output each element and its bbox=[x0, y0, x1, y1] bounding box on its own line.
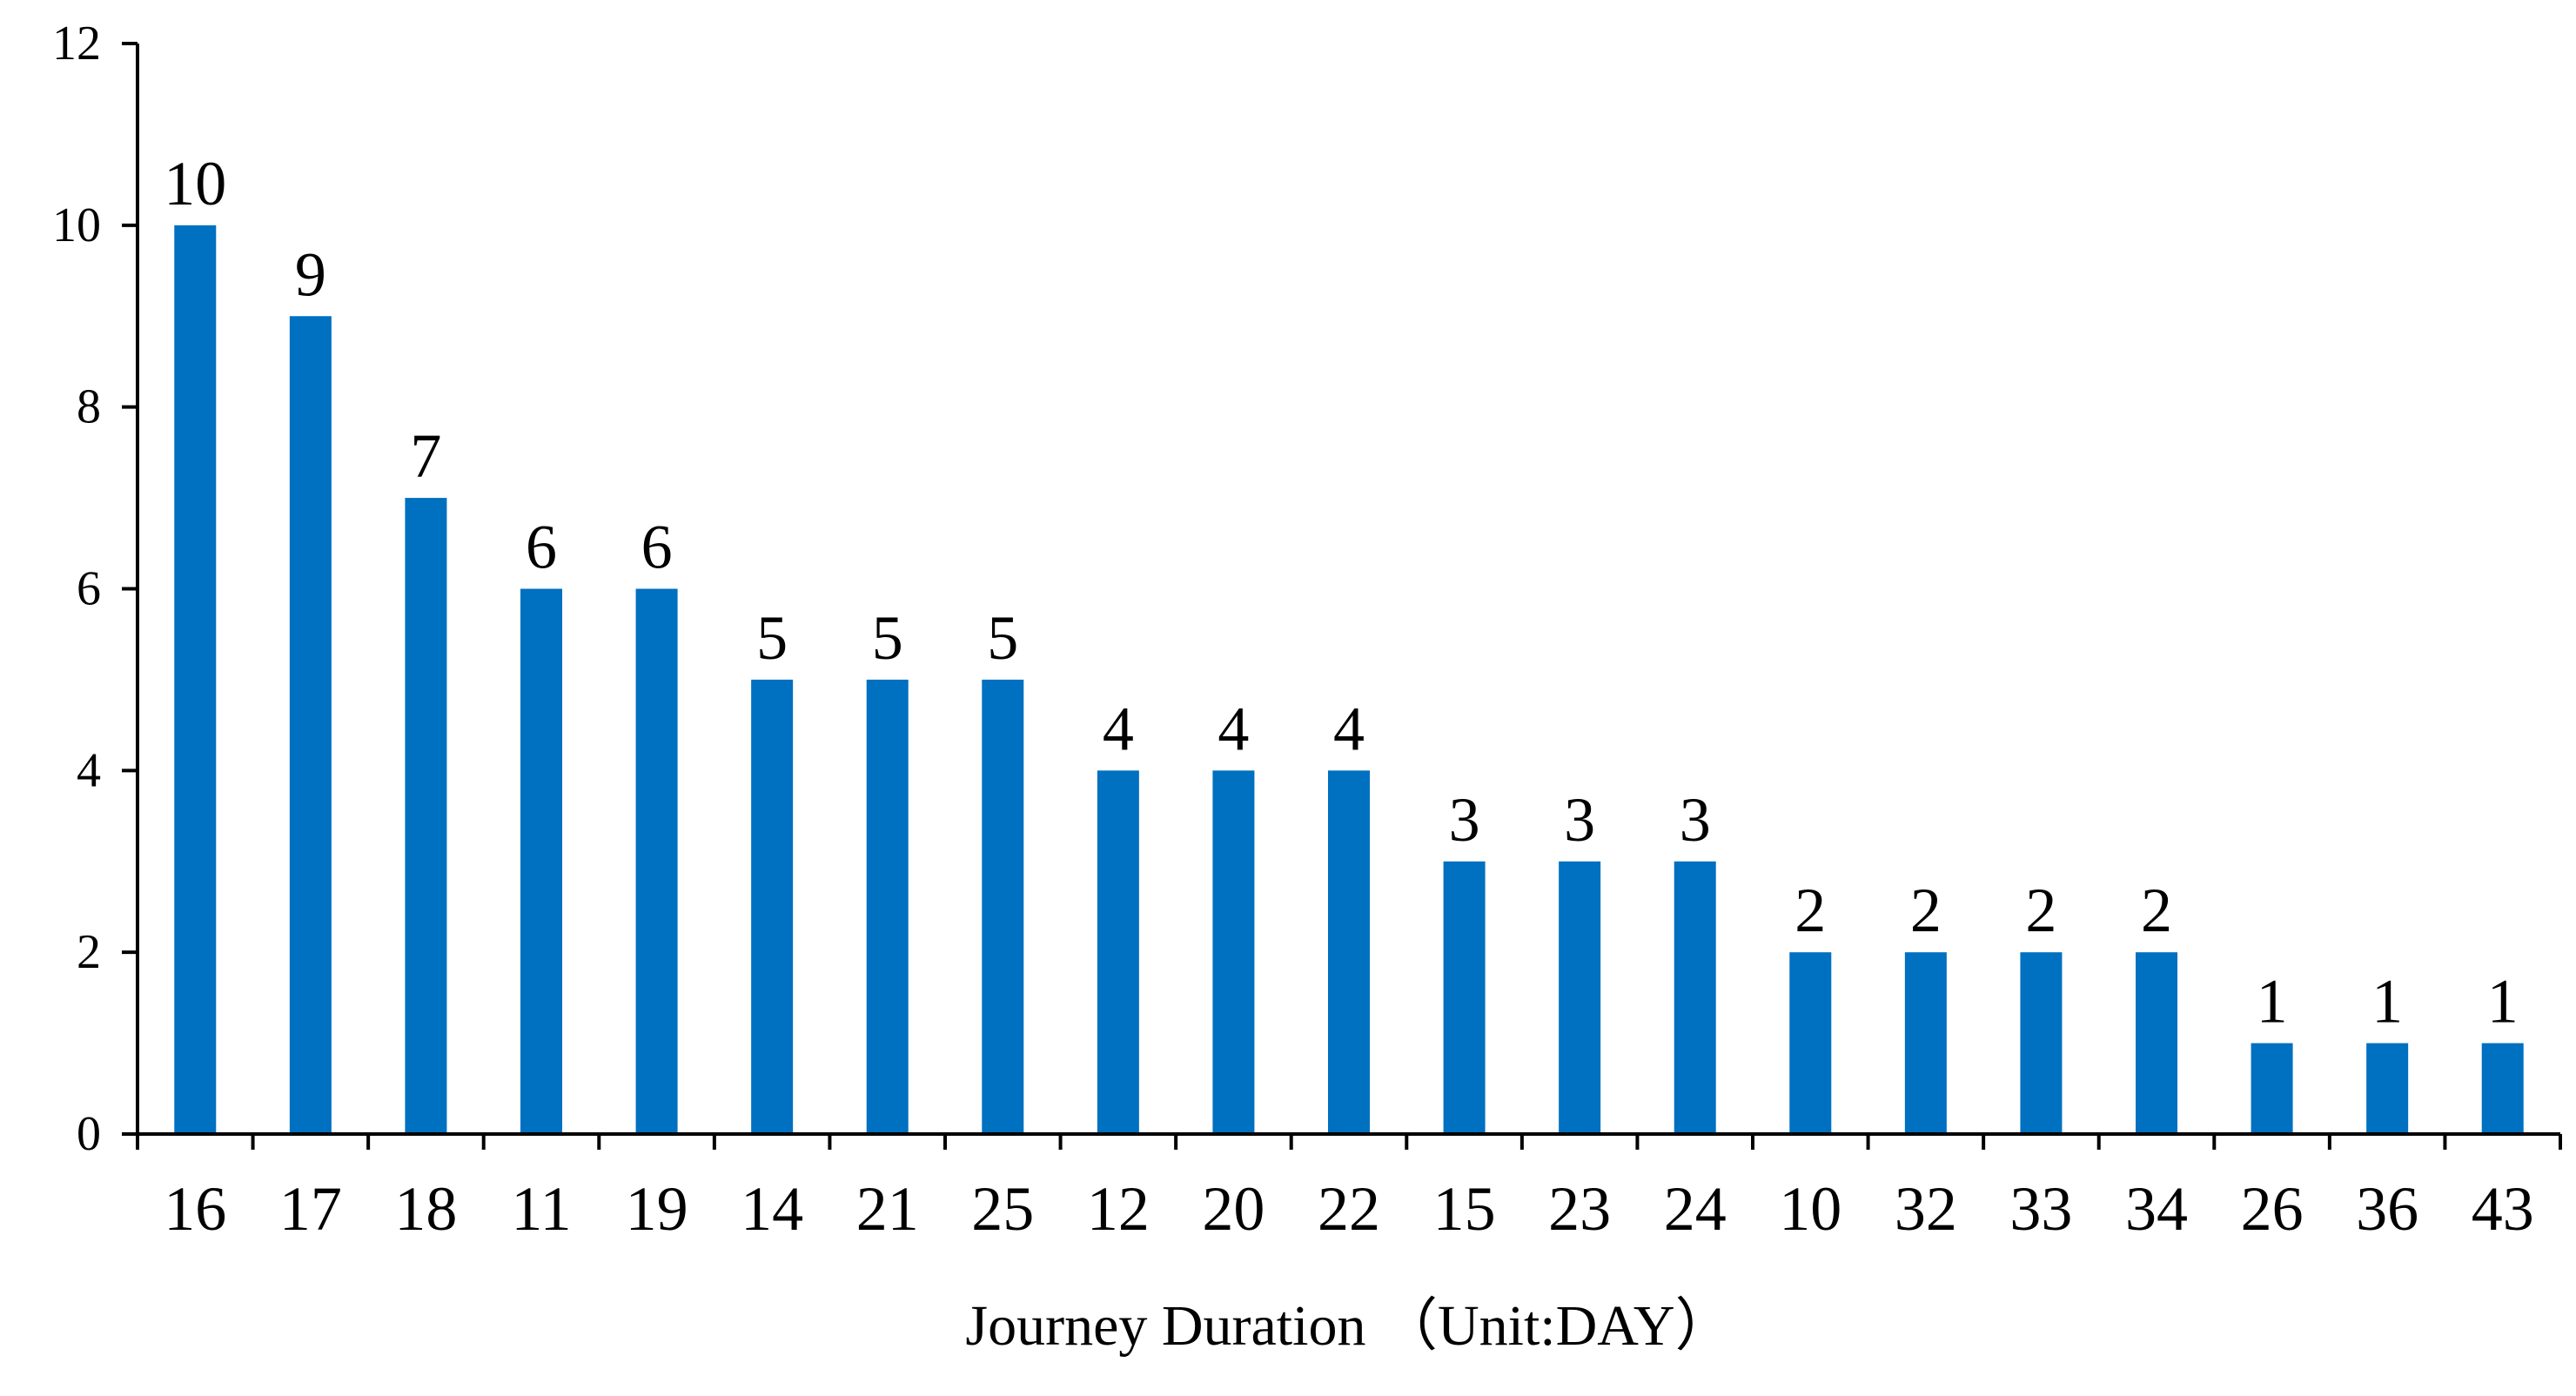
data-label: 2 bbox=[1910, 876, 1942, 945]
x-tick-label: 34 bbox=[2125, 1174, 2188, 1244]
bar bbox=[1559, 861, 1601, 1134]
data-label: 4 bbox=[1333, 694, 1365, 763]
data-label: 9 bbox=[295, 239, 326, 309]
y-tick-label: 2 bbox=[77, 925, 101, 979]
bar bbox=[405, 498, 447, 1134]
data-label: 1 bbox=[2487, 967, 2519, 1037]
x-tick-label: 24 bbox=[1664, 1174, 1727, 1244]
x-tick-label: 33 bbox=[2009, 1174, 2072, 1244]
bar bbox=[174, 225, 217, 1134]
bar bbox=[2020, 952, 2063, 1134]
y-tick-label: 10 bbox=[52, 198, 101, 252]
y-tick-label: 8 bbox=[77, 380, 101, 434]
data-label: 2 bbox=[2025, 876, 2056, 945]
bar bbox=[1212, 770, 1255, 1134]
x-tick-label: 32 bbox=[1895, 1174, 1957, 1244]
bar bbox=[1674, 861, 1716, 1134]
bar bbox=[2481, 1043, 2524, 1134]
labels-layer: 0246810121016917718611619514521525412420… bbox=[52, 17, 2534, 1244]
data-label: 2 bbox=[2141, 876, 2172, 945]
x-tick-label: 21 bbox=[856, 1174, 919, 1244]
data-label: 1 bbox=[2257, 967, 2288, 1037]
data-label: 6 bbox=[526, 513, 557, 582]
data-label: 4 bbox=[1218, 694, 1249, 763]
x-axis-title: Journey Duration （Unit:DAY） bbox=[965, 1294, 1732, 1358]
bars-layer bbox=[174, 225, 2524, 1134]
bar bbox=[866, 679, 909, 1134]
x-tick-label: 36 bbox=[2356, 1174, 2418, 1244]
bar bbox=[289, 316, 332, 1134]
x-tick-label: 43 bbox=[2472, 1174, 2534, 1244]
bar bbox=[1789, 952, 1832, 1134]
data-label: 2 bbox=[1794, 876, 1826, 945]
data-label: 1 bbox=[2371, 967, 2403, 1037]
x-tick-label: 22 bbox=[1318, 1174, 1380, 1244]
x-tick-label: 16 bbox=[164, 1174, 226, 1244]
x-tick-label: 17 bbox=[279, 1174, 342, 1244]
y-tick-label: 6 bbox=[77, 562, 101, 616]
y-tick-label: 4 bbox=[77, 743, 101, 797]
data-label: 10 bbox=[164, 149, 226, 218]
data-label: 5 bbox=[872, 603, 903, 673]
y-tick-label: 12 bbox=[52, 17, 101, 70]
data-label: 6 bbox=[641, 513, 673, 582]
bar bbox=[1904, 952, 1947, 1134]
bar bbox=[1443, 861, 1486, 1134]
x-tick-label: 18 bbox=[394, 1174, 457, 1244]
data-label: 3 bbox=[1449, 785, 1480, 855]
bar bbox=[1328, 770, 1370, 1134]
x-tick-label: 19 bbox=[626, 1174, 688, 1244]
bar bbox=[2136, 952, 2177, 1134]
bar bbox=[2366, 1043, 2409, 1134]
x-tick-label: 23 bbox=[1548, 1174, 1611, 1244]
x-tick-label: 14 bbox=[741, 1174, 803, 1244]
data-label: 3 bbox=[1680, 785, 1711, 855]
x-tick-label: 25 bbox=[971, 1174, 1034, 1244]
bar bbox=[751, 679, 794, 1134]
y-tick-label: 0 bbox=[77, 1107, 101, 1161]
x-tick-label: 15 bbox=[1433, 1174, 1496, 1244]
data-label: 4 bbox=[1103, 694, 1134, 763]
data-label: 7 bbox=[410, 421, 441, 491]
x-tick-label: 12 bbox=[1087, 1174, 1150, 1244]
data-label: 5 bbox=[987, 603, 1018, 673]
bar bbox=[635, 588, 678, 1134]
bar bbox=[982, 679, 1024, 1134]
data-label: 5 bbox=[756, 603, 788, 673]
x-tick-label: 11 bbox=[511, 1174, 571, 1244]
bar bbox=[2251, 1043, 2293, 1134]
x-tick-label: 10 bbox=[1779, 1174, 1841, 1244]
x-tick-label: 26 bbox=[2241, 1174, 2304, 1244]
bar bbox=[1097, 770, 1139, 1134]
ticks-layer bbox=[122, 42, 2562, 1150]
x-tick-label: 20 bbox=[1202, 1174, 1265, 1244]
bar bbox=[520, 588, 562, 1134]
data-label: 3 bbox=[1564, 785, 1595, 855]
